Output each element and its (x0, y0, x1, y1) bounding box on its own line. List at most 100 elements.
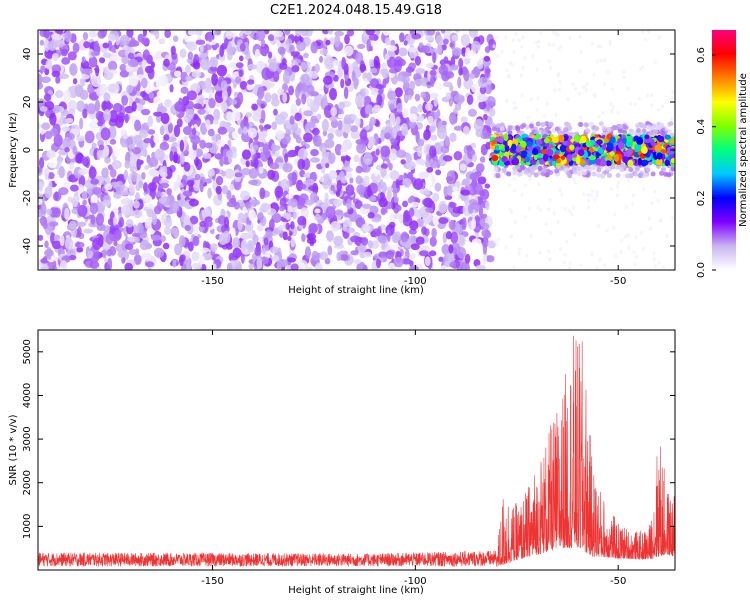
spectrogram-cell (468, 108, 477, 117)
spectrogram-cell (405, 161, 416, 171)
spectrogram-cell (353, 259, 362, 265)
spectrogram-cell (526, 140, 533, 147)
spectrogram-cell (581, 84, 585, 89)
spectrogram-cell (277, 224, 285, 231)
spectrogram-cell (353, 77, 359, 90)
spectrogram-cell (284, 30, 291, 36)
spectrogram-cell (507, 139, 513, 147)
spectrogram-cell (42, 221, 48, 230)
spectrogram-cell (649, 125, 655, 131)
spectrogram-cell (463, 68, 470, 82)
spectrogram-cell (306, 84, 315, 95)
spectrogram-cell (61, 57, 71, 65)
spectrogram-cell (151, 151, 156, 159)
spectrogram-cell (281, 58, 287, 66)
spectrogram-cell (373, 55, 380, 69)
spectrogram-cell (602, 81, 607, 86)
spectrogram-cell (668, 121, 674, 127)
spectrogram-cell (387, 262, 396, 270)
spectrogram-cell (538, 250, 542, 255)
spectrogram-cell (286, 151, 295, 158)
spectrogram-cell (418, 171, 429, 179)
spectrogram-cell (630, 201, 635, 206)
spectrogram-cell (221, 88, 228, 102)
spectrogram-cell (595, 266, 599, 270)
spectrogram-cell (345, 155, 351, 162)
spectrogram-cell (67, 196, 73, 203)
spectrogram-cell (396, 149, 407, 159)
spectrogram-cell (173, 124, 181, 138)
spectrogram-cell (627, 178, 631, 183)
spectrogram-cell (565, 170, 571, 176)
spectrogram-cell (126, 85, 134, 94)
spectrogram-cell (158, 196, 167, 204)
spectrogram-cell (55, 75, 61, 84)
spectrogram-cell (441, 120, 447, 126)
spectrogram-cell (164, 216, 173, 228)
snr-x-label: Height of straight line (km) (288, 585, 424, 596)
spectrogram-cell (611, 104, 615, 109)
spectrogram-cell (166, 188, 172, 196)
spectrogram-cell (544, 172, 550, 178)
spectrogram-cell (54, 174, 60, 185)
spectrogram-cell (163, 58, 170, 67)
spectrogram-cell (88, 166, 97, 180)
spectrogram-cell (377, 181, 382, 193)
spectrogram-cell (271, 98, 280, 107)
spectrogram-cell (599, 44, 603, 49)
spectrogram-cell (200, 263, 207, 270)
snr-x-ticks: -150 -100 -50 (201, 330, 626, 587)
spectrogram-cell (119, 63, 127, 72)
spectrogram-cell (619, 167, 625, 173)
spectrogram-cell (362, 264, 368, 270)
spectrogram-cell (461, 217, 467, 230)
spectrogram-cell (530, 159, 537, 166)
spectrogram-cell (180, 86, 189, 94)
spectrogram-cell (369, 116, 376, 126)
spectrogram-cell (47, 172, 55, 180)
spectrogram-cell (178, 235, 186, 248)
spectrogram-cell (427, 115, 434, 125)
spectrogram-cell (44, 240, 49, 249)
spectrogram-cell (584, 88, 588, 93)
spectrogram-cell (384, 53, 390, 61)
spectrogram-cell (387, 56, 397, 69)
spectrogram-cell (46, 247, 52, 260)
spectrogram-cell (38, 197, 43, 206)
spectrogram-cell (420, 91, 427, 99)
spectrogram-cell (278, 204, 285, 212)
spectrogram-cell (395, 178, 400, 189)
spectrogram-cell (239, 42, 246, 52)
spectrogram-cell (257, 212, 264, 221)
spectrogram-cell (112, 102, 123, 113)
spectrogram-cell (505, 98, 509, 103)
spectrogram-cell (238, 55, 244, 62)
spectrogram-cell (471, 40, 481, 52)
spectrogram-cell (460, 116, 468, 124)
spectrogram-cell (595, 59, 599, 64)
spectrogram-cell (297, 215, 307, 226)
spectrogram-cell (409, 220, 419, 231)
spectrogram-cell (163, 134, 170, 141)
spectrogram-cell (241, 149, 252, 160)
spectrogram-cell (301, 233, 306, 243)
spectrogram-cell (355, 138, 365, 145)
spectrogram-cell (563, 126, 569, 132)
spectrogram-cell (148, 168, 159, 177)
spectrogram-cell (408, 113, 418, 123)
spectrogram-cell (415, 68, 426, 75)
spectrogram-cell (429, 160, 439, 169)
colorbar-tick-label: 0.6 (696, 47, 707, 63)
spectrogram-cell (417, 114, 425, 122)
spectrogram-cell (142, 182, 148, 192)
spectrogram-cell (120, 198, 131, 206)
spectrogram-cell (101, 100, 110, 112)
spectrogram-cell (388, 103, 395, 111)
spectrogram-cell (367, 212, 375, 219)
spectrogram-cell (146, 227, 156, 235)
spectrogram-cell (603, 58, 607, 63)
spectrogram-cell (499, 126, 505, 132)
spectrogram-cell (287, 235, 292, 242)
spectrogram-cell (592, 94, 597, 99)
spectrogram-cell (40, 76, 52, 83)
